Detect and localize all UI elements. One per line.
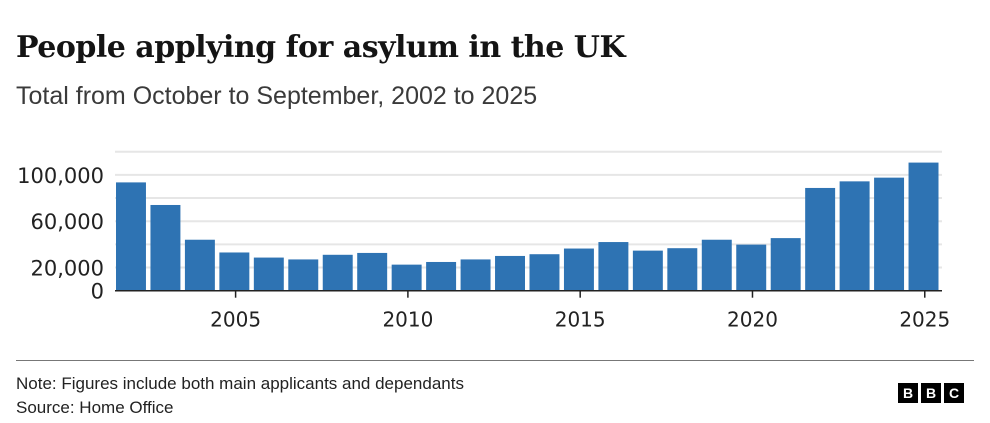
bar-2014 (529, 254, 560, 291)
bar-2005 (219, 252, 250, 291)
y-tick-label: 60,000 (31, 210, 104, 234)
y-tick-label: 0 (91, 280, 104, 304)
x-tick-label: 2020 (727, 308, 778, 332)
y-tick-label: 100,000 (17, 164, 104, 188)
bar-2012 (460, 259, 491, 291)
gridlines (115, 150, 942, 269)
footer-source: Source: Home Office (16, 398, 174, 417)
bar-2018 (667, 248, 698, 291)
bar-2017 (632, 250, 663, 291)
bar-2009 (357, 252, 388, 291)
bar-2010 (391, 264, 422, 291)
x-tick-label: 2010 (382, 308, 433, 332)
x-tick-label: 2015 (555, 308, 606, 332)
chart-title: People applying for asylum in the UK (16, 30, 626, 65)
x-tick-label: 2025 (899, 308, 950, 332)
bar-2008 (322, 254, 353, 291)
bar-2007 (288, 259, 319, 291)
bar-2022 (805, 187, 836, 291)
bar-2021 (770, 238, 801, 291)
footer-divider (16, 360, 974, 361)
bar-2006 (253, 257, 284, 291)
bbc-logo: B B C (898, 383, 964, 403)
chart-subtitle: Total from October to September, 2002 to… (16, 82, 538, 110)
bar-2019 (701, 239, 732, 291)
bar-2024 (874, 177, 905, 291)
bar-2011 (426, 261, 457, 291)
bar-2013 (495, 255, 525, 291)
bar-2002 (116, 182, 146, 291)
bar-2004 (184, 239, 215, 291)
bar-2020 (736, 244, 767, 291)
bbc-logo-letter: B (898, 383, 918, 403)
bar-2023 (839, 181, 870, 291)
axes: 020,000 60,000 100,000 2005 2010 2015 2020 2025 (17, 164, 950, 332)
bar-2003 (150, 204, 181, 291)
bars (116, 162, 939, 291)
bar-2025 (908, 162, 939, 291)
bar-2015 (563, 248, 594, 291)
footer-note: Note: Figures include both main applican… (16, 374, 464, 393)
x-tick-label: 2005 (210, 308, 261, 332)
bbc-logo-letter: B (921, 383, 941, 403)
y-tick-label: 20,000 (31, 257, 104, 281)
bbc-logo-letter: C (944, 383, 964, 403)
bar-2016 (598, 242, 629, 291)
